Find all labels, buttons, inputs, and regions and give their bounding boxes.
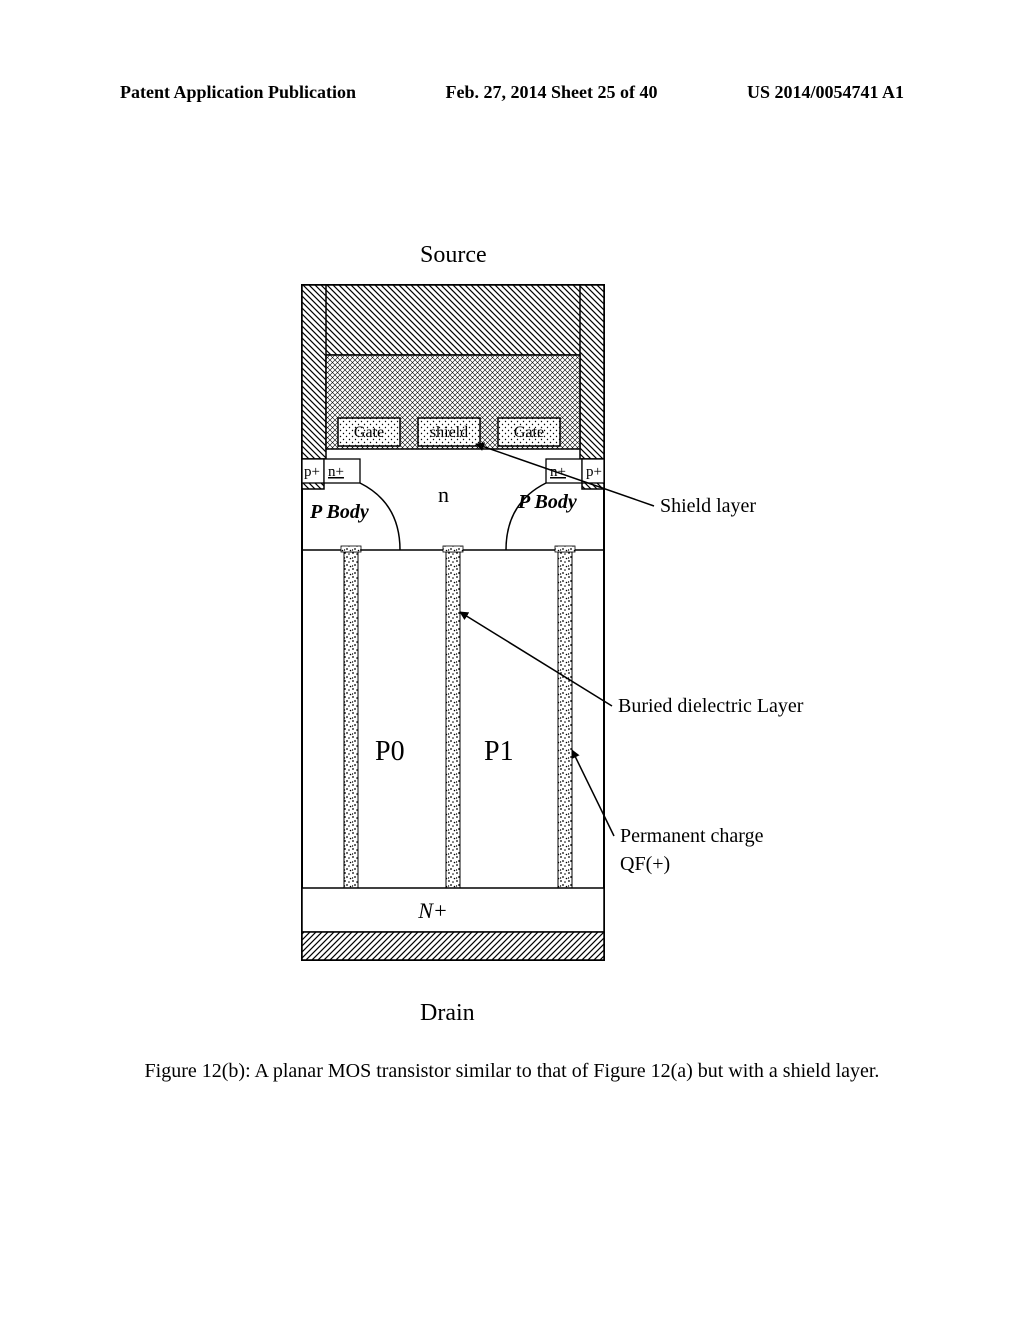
- label-nplus-left: n+: [328, 464, 344, 480]
- label-n-region: n: [438, 482, 449, 507]
- label-gate-left: Gate: [354, 424, 384, 441]
- label-pplus-left: p+: [304, 464, 320, 480]
- source-metal-side-left: [302, 285, 326, 459]
- label-shield: shield: [430, 424, 468, 441]
- annot-permanent-charge: Permanent charge: [620, 825, 764, 847]
- label-gate-right: Gate: [514, 424, 544, 441]
- drain-contact: [302, 932, 604, 960]
- source-metal-top: [302, 285, 604, 355]
- label-drain: Drain: [420, 1000, 475, 1026]
- label-pbody-left: P Body: [309, 501, 369, 523]
- annot-buried-layer: Buried dielectric Layer: [618, 695, 804, 717]
- annot-qf-plus: QF(+): [620, 853, 670, 875]
- label-p1: P1: [484, 736, 514, 767]
- label-p0: P0: [375, 736, 405, 767]
- label-pplus-right: p+: [586, 464, 602, 480]
- figure-caption: Figure 12(b): A planar MOS transistor si…: [0, 1060, 1024, 1083]
- nplus-substrate: [302, 888, 604, 932]
- dielectric-pillar-0: [344, 552, 358, 888]
- label-pbody-right: P Body: [517, 491, 577, 513]
- label-source: Source: [420, 242, 487, 268]
- annot-shield-layer: Shield layer: [660, 495, 756, 517]
- diagram-svg: Source Drain Gate shield Gate p+ n+ n+ p…: [0, 0, 1024, 1320]
- dielectric-pillar-2: [558, 552, 572, 888]
- dielectric-pillar-1: [446, 552, 460, 888]
- source-metal-side-right: [580, 285, 604, 459]
- label-nplus-substrate: N+: [417, 898, 448, 923]
